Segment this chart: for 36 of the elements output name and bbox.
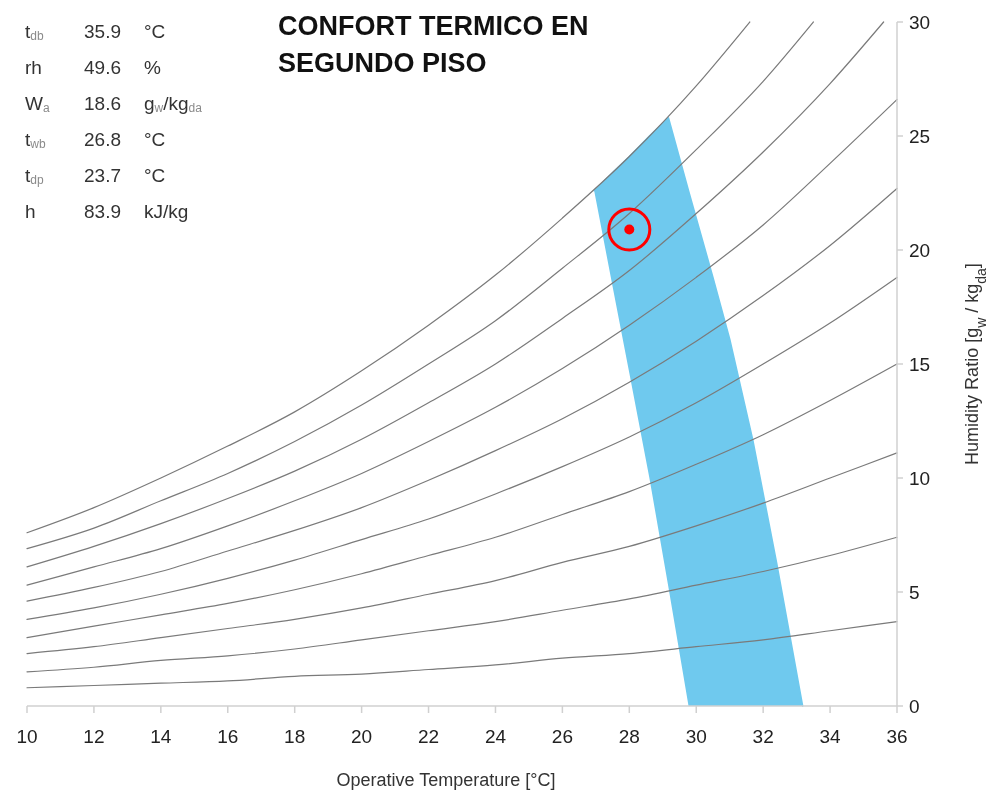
- line-series: [26, 98, 898, 586]
- y-tick-label: 20: [909, 239, 931, 261]
- x-tick-label: 24: [484, 726, 507, 747]
- x-tick-label: 30: [685, 726, 707, 747]
- x-tick-label: 18: [284, 726, 306, 747]
- line-series: [26, 621, 898, 689]
- chart-title: CONFORT TERMICO EN SEGUNDO PISO: [278, 11, 589, 78]
- x-tick-label: 26: [551, 726, 573, 747]
- x-tick-label: 36: [886, 726, 908, 747]
- x-tick-label: 14: [150, 726, 172, 747]
- x-tick-label: 34: [819, 726, 842, 747]
- line-series: [26, 276, 898, 620]
- text: t$_{dp}$ 23.7 °C: [25, 165, 166, 187]
- x-tick-label: 22: [417, 726, 440, 747]
- y-tick-label: 15: [909, 353, 931, 375]
- y-tick-label: 0: [909, 695, 920, 717]
- text: h 83.9 kJ/kg: [25, 201, 189, 222]
- line-series: [26, 187, 898, 602]
- y-tick-label: 5: [909, 581, 920, 603]
- y-tick-label: 10: [909, 467, 931, 489]
- line-series: [26, 536, 898, 673]
- line-series: [26, 452, 898, 655]
- line-series: [26, 363, 898, 639]
- text: t$_{db}$ 35.9 °C: [25, 21, 166, 43]
- x-tick-label: 32: [752, 726, 774, 747]
- text: rh 49.6 %: [25, 57, 161, 78]
- text: t$_{wb}$ 26.8 °C: [25, 129, 166, 151]
- y-tick-label: 25: [909, 125, 931, 147]
- text: W$_{a}$ 18.6 g$_{w}$/kg$_{da}$: [25, 93, 202, 115]
- x-tick-label: 10: [16, 726, 38, 747]
- x-tick-label: 28: [618, 726, 640, 747]
- x-tick-label: 16: [217, 726, 239, 747]
- x-tick-label: 20: [351, 726, 373, 747]
- x-axis-title: Operative Temperature [°C]: [336, 770, 556, 790]
- y-tick-label: 30: [909, 11, 931, 33]
- x-tick-label: 12: [83, 726, 105, 747]
